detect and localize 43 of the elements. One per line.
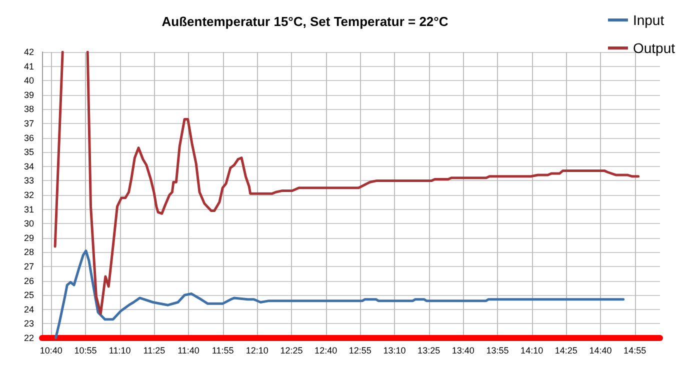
x-tick-label: 11:10 [108, 346, 131, 356]
y-tick-label: 36 [24, 132, 34, 143]
legend-label: Input [632, 12, 664, 28]
y-tick-label: 42 [24, 47, 34, 57]
x-tick-label: 10:40 [40, 346, 62, 356]
y-tick-label: 32 [24, 190, 34, 200]
x-tick-label: 14:10 [520, 346, 544, 356]
chart-title: Außentemperatur 15°C, Set Temperatur = 22°C [162, 14, 449, 29]
x-tick-label: 12:10 [246, 346, 268, 356]
y-tick-label: 40 [24, 76, 34, 86]
y-tick-label: 33 [24, 176, 34, 186]
y-tick-label: 28 [24, 247, 34, 258]
x-tick-label: 11:25 [143, 346, 166, 356]
y-tick-label: 38 [24, 104, 34, 114]
x-tick-label: 13:10 [383, 346, 406, 356]
y-tick-label: 39 [24, 90, 34, 100]
y-tick-label: 35 [24, 147, 34, 158]
x-tick-label: 10:55 [74, 346, 97, 356]
x-tick-label: 11:40 [178, 346, 200, 356]
y-tick-label: 34 [24, 161, 34, 172]
x-tick-label: 12:40 [314, 346, 338, 356]
legend-label: Output [632, 40, 676, 56]
x-tick-label: 14:25 [554, 346, 578, 356]
y-tick-label: 27 [24, 262, 34, 272]
y-tick-label: 37 [24, 118, 34, 128]
y-tick-label: 31 [24, 204, 34, 214]
x-tick-label: 13:40 [452, 346, 474, 356]
line-series [54, 250, 625, 340]
x-tick-label: 14:55 [624, 346, 646, 356]
y-tick-label: 41 [24, 61, 34, 72]
x-tick-label: 13:25 [418, 346, 440, 356]
y-tick-label: 25 [24, 290, 34, 300]
y-tick-label: 24 [24, 304, 34, 314]
y-tick-label: 29 [24, 232, 34, 243]
x-tick-label: 12:55 [348, 346, 372, 356]
x-tick-label: 13:55 [486, 346, 509, 356]
x-tick-label: 14:40 [589, 346, 612, 356]
y-tick-label: 26 [24, 276, 34, 286]
x-tick-label: 11:55 [212, 346, 234, 356]
y-tick-label: 30 [24, 218, 34, 229]
y-tick-label: 22 [24, 333, 34, 343]
x-tick-label: 12:25 [280, 346, 303, 356]
y-tick-label: 23 [24, 318, 34, 329]
